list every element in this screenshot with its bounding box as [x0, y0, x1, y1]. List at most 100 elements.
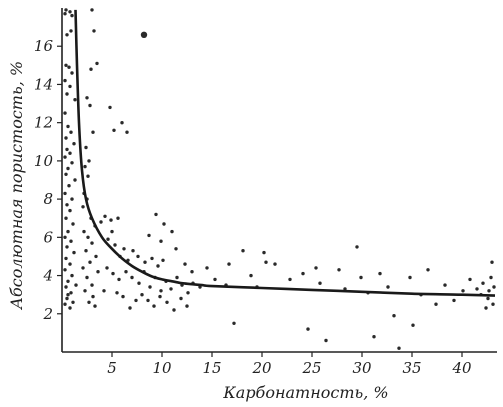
data-point-117 — [140, 293, 144, 297]
data-point-93 — [150, 256, 154, 261]
data-point-67 — [86, 235, 90, 239]
data-point-28 — [65, 203, 69, 207]
x-tick-label-20: 20 — [251, 359, 272, 377]
data-point-94 — [156, 264, 160, 268]
y-tick-label-12: 12 — [34, 114, 53, 132]
data-point-36 — [72, 250, 76, 255]
data-point-143 — [241, 249, 245, 253]
data-point-98 — [120, 121, 124, 125]
y-tick-label-10: 10 — [34, 152, 54, 170]
data-point-180 — [491, 302, 495, 306]
data-point-16 — [64, 136, 68, 140]
y-tick-label-8: 8 — [43, 190, 53, 208]
data-point-53 — [89, 67, 93, 71]
data-point-153 — [318, 281, 322, 285]
data-point-101 — [111, 271, 115, 276]
data-point-160 — [372, 335, 376, 339]
data-point-35 — [65, 245, 69, 249]
data-point-96 — [108, 105, 112, 110]
data-point-9 — [63, 78, 67, 83]
data-point-74 — [85, 275, 89, 280]
data-point-2 — [70, 13, 74, 18]
data-point-119 — [152, 304, 156, 308]
data-point-164 — [397, 346, 401, 350]
data-point-51 — [92, 29, 96, 33]
data-point-37 — [64, 256, 68, 261]
data-point-170 — [443, 283, 447, 287]
data-point-91 — [136, 254, 140, 259]
data-point-129 — [121, 294, 125, 299]
data-point-29 — [68, 208, 72, 213]
data-point-123 — [179, 296, 183, 301]
data-point-134 — [159, 239, 163, 243]
data-point-128 — [115, 291, 119, 295]
data-point-166 — [411, 323, 415, 327]
data-point-58 — [87, 159, 91, 163]
data-point-78 — [87, 300, 91, 304]
data-point-76 — [83, 289, 87, 293]
data-point-152 — [314, 266, 318, 270]
data-point-139 — [213, 277, 217, 282]
data-point-118 — [146, 298, 150, 303]
data-point-162 — [386, 285, 390, 289]
data-point-83 — [116, 216, 120, 220]
data-point-70 — [94, 254, 98, 259]
data-point-107 — [148, 285, 152, 289]
data-point-12 — [73, 98, 77, 102]
data-point-50 — [90, 8, 94, 12]
data-point-165 — [408, 275, 412, 280]
data-point-75 — [90, 283, 94, 287]
data-point-173 — [468, 277, 472, 282]
data-point-171 — [452, 298, 456, 303]
data-point-3 — [63, 12, 67, 16]
data-point-172 — [461, 289, 465, 293]
data-point-137 — [190, 270, 194, 274]
data-point-174 — [475, 287, 479, 291]
data-point-54 — [85, 96, 89, 100]
data-point-4 — [69, 29, 73, 33]
data-point-24 — [73, 178, 77, 182]
data-point-140 — [227, 262, 231, 266]
data-point-46 — [68, 306, 72, 310]
data-point-32 — [66, 229, 70, 234]
data-point-48 — [66, 293, 70, 297]
data-point-114 — [186, 291, 190, 295]
data-point-17 — [72, 142, 76, 146]
data-point-146 — [262, 250, 266, 255]
data-point-30 — [64, 216, 68, 220]
data-point-49 — [74, 283, 78, 287]
x-axis-title: Карбонатность, % — [222, 383, 388, 402]
data-point-122 — [172, 308, 176, 312]
data-point-142 — [232, 321, 236, 325]
data-point-72 — [81, 266, 85, 270]
data-point-121 — [165, 300, 169, 304]
data-point-176 — [486, 296, 490, 301]
data-point-161 — [378, 271, 382, 276]
data-point-136 — [183, 262, 187, 266]
data-point-127 — [102, 289, 106, 293]
data-point-25 — [67, 184, 71, 188]
data-point-148 — [273, 262, 277, 266]
data-point-125 — [128, 306, 132, 310]
data-point-81 — [103, 214, 107, 218]
data-point-177 — [489, 275, 493, 280]
data-point-182 — [484, 306, 488, 310]
data-point-95 — [161, 258, 165, 262]
data-point-71 — [88, 260, 92, 264]
x-tick-label-10: 10 — [152, 359, 172, 377]
data-point-131 — [162, 222, 166, 226]
data-point-181 — [492, 285, 496, 289]
data-point-22 — [66, 166, 70, 171]
data-point-97 — [112, 128, 116, 132]
data-point-56 — [91, 130, 95, 134]
data-point-6 — [64, 63, 68, 67]
data-point-18 — [65, 147, 69, 152]
data-point-87 — [122, 247, 126, 251]
data-point-59 — [83, 164, 87, 169]
data-point-60 — [86, 174, 90, 178]
x-tick-label-40: 40 — [451, 359, 472, 377]
data-point-85 — [106, 237, 110, 241]
data-point-124 — [185, 304, 189, 308]
y-tick-label-16: 16 — [34, 37, 54, 55]
data-point-79 — [93, 304, 97, 308]
